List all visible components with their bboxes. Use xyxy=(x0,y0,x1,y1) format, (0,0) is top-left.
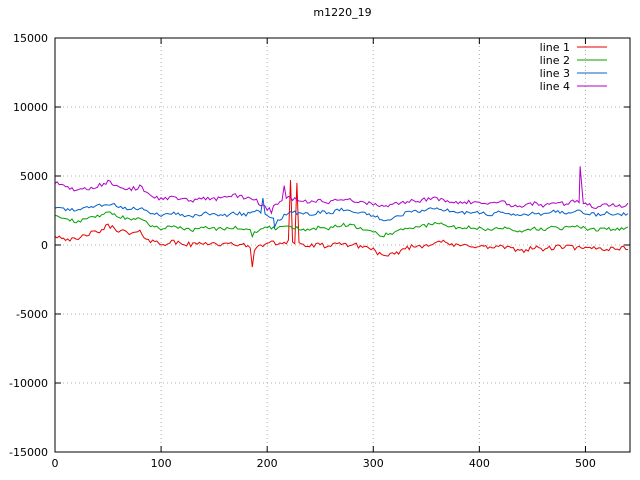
x-tick-label: 200 xyxy=(257,457,278,470)
x-tick-label: 400 xyxy=(469,457,490,470)
y-tick-label: -5000 xyxy=(16,308,48,321)
x-tick-label: 0 xyxy=(52,457,59,470)
series-line-4 xyxy=(54,166,629,215)
legend-label: line 3 xyxy=(540,67,570,80)
y-tick-label: 0 xyxy=(41,239,48,252)
legend-label: line 1 xyxy=(540,41,570,54)
y-tick-label: 15000 xyxy=(13,32,48,45)
series-line-3 xyxy=(54,198,629,229)
x-tick-label: 100 xyxy=(151,457,172,470)
legend-label: line 4 xyxy=(540,80,570,93)
tick-labels: -15000 -10000 -5000 0 5000 10000 15000 0 100 200 3… xyxy=(9,32,596,470)
series-line-1 xyxy=(54,180,628,268)
grid xyxy=(54,37,630,453)
chart-title: m1220_19 xyxy=(313,6,372,19)
series-line-2 xyxy=(54,211,629,239)
legend-label: line 2 xyxy=(540,54,570,67)
x-tick-label: 500 xyxy=(575,457,596,470)
y-tick-label: -15000 xyxy=(9,446,48,459)
x-tick-label: 300 xyxy=(363,457,384,470)
y-tick-label: 5000 xyxy=(20,170,48,183)
y-tick-label: -10000 xyxy=(9,377,48,390)
y-tick-label: 10000 xyxy=(13,101,48,114)
tick-marks xyxy=(54,37,630,453)
series-group xyxy=(54,166,629,268)
